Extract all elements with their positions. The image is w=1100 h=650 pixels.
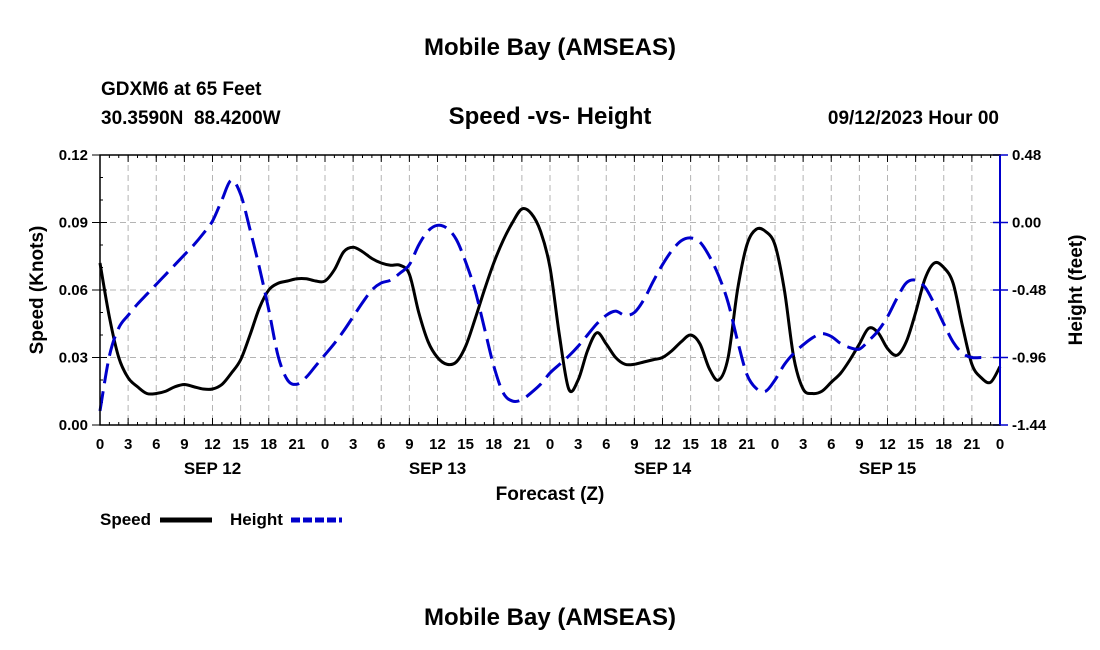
x-tick-label: 12 (654, 436, 671, 453)
x-tick-label: 15 (907, 436, 924, 453)
x-tick-label: 12 (429, 436, 446, 453)
series-group (98, 178, 1002, 412)
x-tick-label: 21 (739, 436, 756, 453)
x-tick-label: 12 (879, 436, 896, 453)
x-tick-label: 9 (405, 436, 413, 453)
x-tick-label: 6 (152, 436, 160, 453)
legend-height-label: Height (230, 510, 283, 529)
y-right-tick-label: 0.00 (1012, 215, 1041, 232)
y-left-tick-label: 0.12 (59, 147, 88, 164)
right-axis-labels: -1.44 -0.96 -0.48 0.00 0.48 (1012, 147, 1047, 434)
y-right-tick-label: -0.96 (1012, 350, 1046, 367)
grid (100, 155, 1000, 425)
chart-subtitle: Speed -vs- Height (449, 103, 652, 130)
day-label: SEP 13 (409, 459, 466, 478)
y-right-axis-title: Height (feet) (1066, 235, 1087, 346)
x-tick-label: 0 (771, 436, 779, 453)
x-tick-label: 21 (289, 436, 306, 453)
x-tick-label: 18 (260, 436, 277, 453)
chart-main-title: Mobile Bay (AMSEAS) (424, 34, 676, 61)
x-tick-label: 12 (204, 436, 221, 453)
y-left-tick-label: 0.03 (59, 350, 88, 367)
y-right-tick-label: -1.44 (1012, 417, 1047, 434)
x-axis-title: Forecast (Z) (496, 484, 605, 505)
x-tick-label: 21 (514, 436, 531, 453)
day-label: SEP 15 (859, 459, 916, 478)
x-tick-label: 3 (799, 436, 807, 453)
day-label: SEP 12 (184, 459, 241, 478)
left-axis-labels: 0.00 0.03 0.06 0.09 0.12 (59, 147, 88, 434)
y-right-tick-label: -0.48 (1012, 282, 1046, 299)
x-tick-label: 6 (377, 436, 385, 453)
legend: Speed Height (100, 510, 342, 529)
x-tick-label: 21 (964, 436, 981, 453)
y-left-tick-label: 0.00 (59, 417, 88, 434)
x-tick-label: 18 (710, 436, 727, 453)
x-tick-label: 0 (96, 436, 104, 453)
x-tick-label: 9 (630, 436, 638, 453)
x-tick-label: 6 (602, 436, 610, 453)
series-speed-line (98, 207, 1002, 396)
day-labels: SEP 12 SEP 13 SEP 14 SEP 15 (184, 459, 916, 478)
y-left-tick-label: 0.09 (59, 215, 88, 232)
day-label: SEP 14 (634, 459, 692, 478)
x-tick-label: 15 (232, 436, 249, 453)
x-tick-label: 3 (349, 436, 357, 453)
x-tick-label: 15 (457, 436, 474, 453)
x-tick-label: 3 (574, 436, 582, 453)
x-tick-label: 0 (321, 436, 329, 453)
y-right-tick-label: 0.48 (1012, 147, 1041, 164)
footer-title: Mobile Bay (AMSEAS) (424, 604, 676, 631)
y-left-tick-label: 0.06 (59, 282, 88, 299)
station-label: GDXM6 at 65 Feet (101, 79, 262, 100)
x-tick-label: 9 (855, 436, 863, 453)
series-height-line (98, 178, 982, 412)
x-tick-label: 15 (682, 436, 699, 453)
legend-speed-label: Speed (100, 510, 151, 529)
x-tick-label: 0 (996, 436, 1004, 453)
x-tick-label: 18 (485, 436, 502, 453)
x-axis-labels: 0 3 6 9 12 15 18 21 0 3 6 9 12 15 18 21 0 3 6 9 12 15 18 21 0 3 6 9… (96, 436, 1004, 453)
forecast-date: 09/12/2023 Hour 00 (828, 108, 999, 129)
x-tick-label: 0 (546, 436, 554, 453)
x-tick-label: 18 (935, 436, 952, 453)
x-tick-label: 9 (180, 436, 188, 453)
x-tick-label: 6 (827, 436, 835, 453)
x-tick-label: 3 (124, 436, 132, 453)
station-coordinates: 30.3590N 88.4200W (101, 108, 281, 129)
y-left-axis-title: Speed (Knots) (27, 226, 48, 355)
